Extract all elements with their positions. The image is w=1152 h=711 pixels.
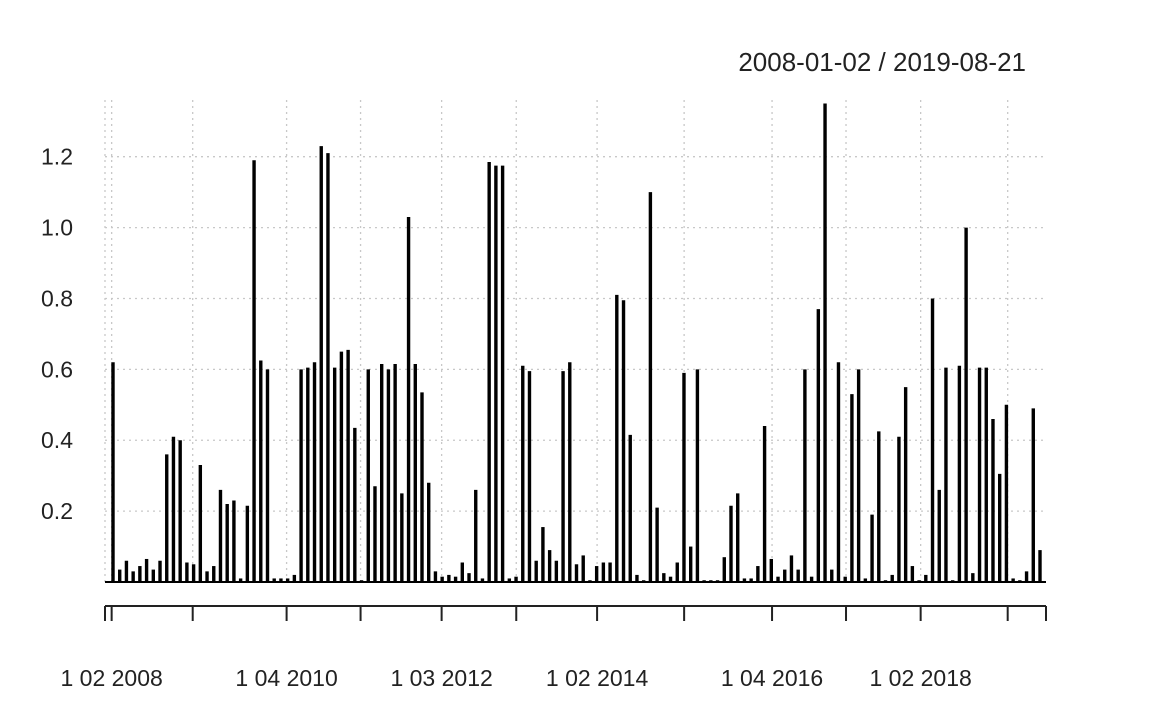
x-tick-label: 1 02 2008 xyxy=(60,665,162,691)
x-tick-label: 1 02 2014 xyxy=(546,665,649,691)
x-axis: 1 02 2008 1 04 2010 1 03 2012 1 02 2014 1 04… xyxy=(60,605,1047,691)
y-tick-label: 1.2 xyxy=(41,144,73,170)
x-tick-label: 1 04 2010 xyxy=(235,665,337,691)
y-tick-label: 0.8 xyxy=(41,285,73,311)
y-tick-label: 0.6 xyxy=(41,356,73,382)
x-tick-label: 1 03 2012 xyxy=(390,665,492,691)
y-tick-label: 0.2 xyxy=(41,498,73,524)
y-tick-label: 0.4 xyxy=(41,427,73,453)
y-axis-labels: 0.2 0.4 0.6 0.8 1.0 1.2 xyxy=(41,144,73,524)
chart-title: 2008-01-02 / 2019-08-21 xyxy=(738,47,1026,77)
x-tick-label: 1 02 2018 xyxy=(869,665,971,691)
y-tick-label: 1.0 xyxy=(41,215,73,241)
x-tick-label: 1 04 2016 xyxy=(721,665,823,691)
bars xyxy=(105,103,1046,583)
